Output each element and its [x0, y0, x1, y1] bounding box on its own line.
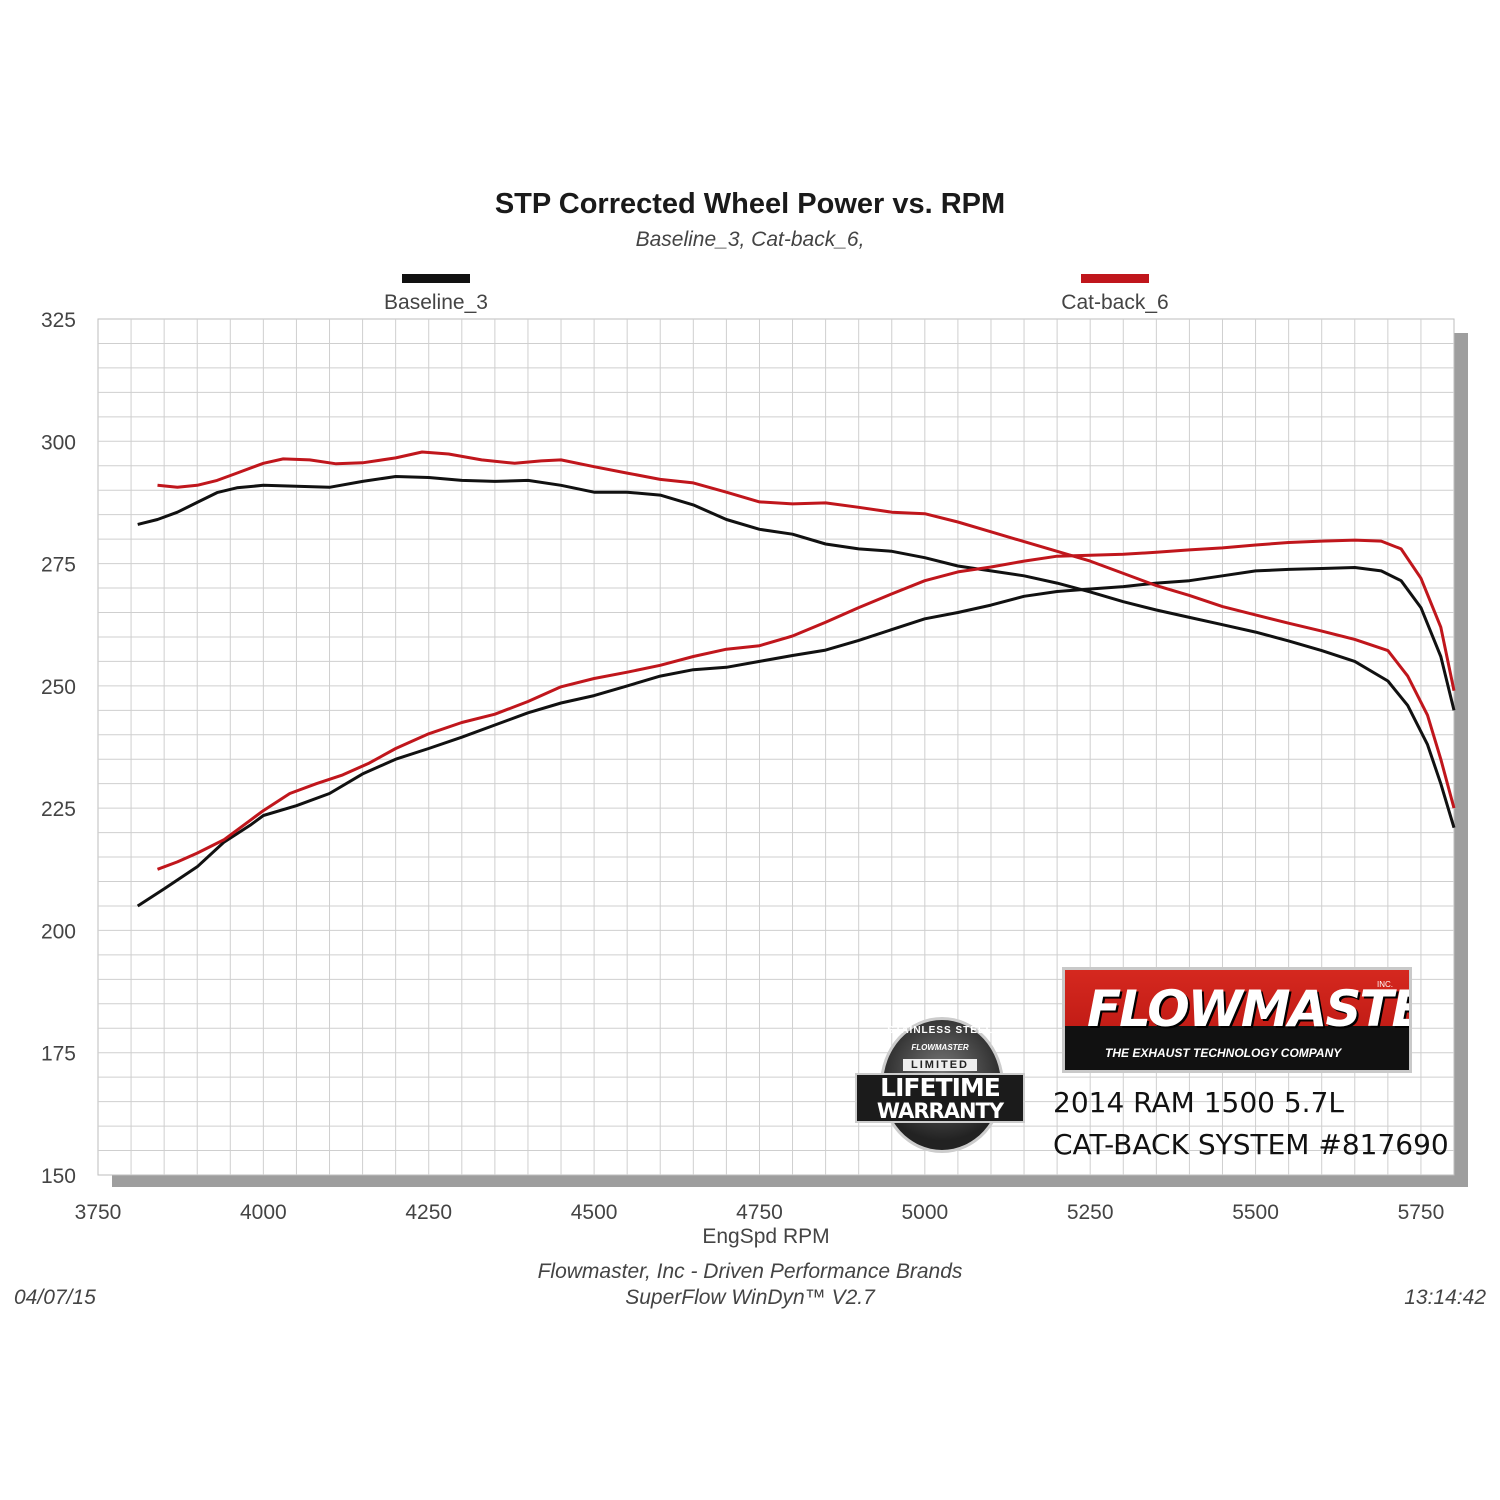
- x-tick-label: 5000: [901, 1201, 948, 1224]
- x-tick-label: 5500: [1232, 1201, 1279, 1224]
- y-tick-label: 275: [41, 554, 76, 577]
- product-line-2: CAT-BACK SYSTEM #817690: [1053, 1128, 1449, 1161]
- legend-swatch-catback: [1081, 274, 1149, 283]
- series-line-catback-lower: [156, 538, 1456, 871]
- footer-line-2: SuperFlow WinDyn™ V2.7: [625, 1286, 875, 1309]
- chart-subtitle: Baseline_3, Cat-back_6,: [635, 228, 865, 251]
- y-tick-label: 175: [41, 1043, 76, 1066]
- badge-band: [855, 1073, 1025, 1123]
- footer-line-1: Flowmaster, Inc - Driven Performance Bra…: [537, 1260, 963, 1283]
- badge-warranty-text: WARRANTY: [876, 1099, 1004, 1123]
- x-axis-label: EngSpd RPM: [702, 1225, 830, 1248]
- legend-swatch-baseline: [402, 274, 470, 283]
- y-tick-label: 150: [41, 1165, 76, 1188]
- series-line-catback-upper: [157, 450, 1456, 809]
- x-tick-label: 4000: [240, 1201, 287, 1224]
- legend-label-baseline: Baseline_3: [384, 291, 488, 314]
- badge-lifetime-text: LIFETIME: [880, 1073, 1001, 1102]
- footer-date: 04/07/15: [14, 1286, 96, 1309]
- logo-dark-band: [1065, 1026, 1409, 1070]
- badge-limited-text: LIMITED: [903, 1059, 977, 1071]
- x-tick-label: 3750: [75, 1201, 122, 1224]
- badge-ring-text: STAINLESS STEEL: [887, 1025, 993, 1036]
- x-tick-label: 5750: [1398, 1201, 1445, 1224]
- logo-tagline: THE EXHAUST TECHNOLOGY COMPANY: [1105, 1046, 1342, 1060]
- x-axis-ticks: 3750 4000 4250 4500 4750 5000 5250 5500 5750: [75, 1201, 1445, 1224]
- series-lines: [136, 450, 1456, 908]
- y-tick-label: 200: [41, 920, 76, 943]
- legend-label-catback: Cat-back_6: [1061, 291, 1169, 314]
- y-tick-label: 250: [41, 676, 76, 699]
- badge-logo-text: FLOWMASTER: [911, 1043, 969, 1052]
- x-tick-label: 4500: [571, 1201, 618, 1224]
- legend-item-catback: Cat-back_6: [1015, 274, 1215, 315]
- y-axis-ticks: 150 175 200 225 250 275 300 325: [41, 309, 76, 1188]
- x-tick-label: 4750: [736, 1201, 783, 1224]
- product-line-1: 2014 RAM 1500 5.7L: [1053, 1086, 1344, 1119]
- y-tick-label: 325: [41, 309, 76, 332]
- y-tick-label: 300: [41, 431, 76, 454]
- warranty-badge: STAINLESS STEEL FLOWMASTER LIMITED LIFET…: [855, 1017, 1025, 1157]
- legend-item-baseline: Baseline_3: [336, 274, 536, 315]
- logo-name: FLOWMASTER: [1087, 980, 1409, 1038]
- x-tick-label: 5250: [1067, 1201, 1114, 1224]
- flowmaster-logo: FLOWMASTER INC. THE EXHAUST TECHNOLOGY C…: [1062, 967, 1412, 1073]
- x-tick-label: 4250: [405, 1201, 452, 1224]
- footer-time: 13:14:42: [1404, 1286, 1486, 1309]
- chart-title: STP Corrected Wheel Power vs. RPM: [494, 188, 1006, 220]
- logo-trademark: INC.: [1377, 980, 1393, 989]
- series-line-baseline-lower: [136, 566, 1456, 908]
- series-line-baseline-upper: [137, 475, 1456, 829]
- y-tick-label: 225: [41, 798, 76, 821]
